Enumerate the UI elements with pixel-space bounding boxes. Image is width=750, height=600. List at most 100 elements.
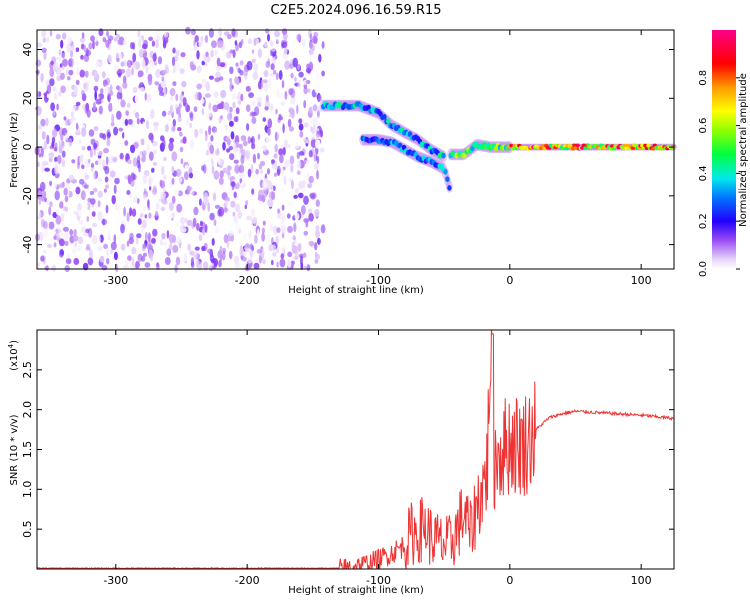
heatmap-noise-cell	[79, 155, 83, 165]
heatmap-noise-cell	[79, 37, 86, 43]
heatmap-noise-cell	[313, 163, 319, 171]
heatmap-noise-cell	[93, 142, 98, 149]
heatmap-noise-cell	[219, 76, 224, 81]
heatmap-noise-cell	[208, 75, 214, 80]
heatmap-noise-cell	[62, 58, 68, 67]
heatmap-noise-cell	[308, 240, 315, 247]
heatmap-noise-cell	[88, 249, 93, 259]
heatmap-noise-cell	[202, 261, 209, 271]
heatmap-noise-cell	[201, 108, 205, 116]
heatmap-noise-cell	[129, 207, 133, 217]
heatmap-noise-cell	[281, 28, 288, 35]
heatmap-noise-cell	[58, 183, 65, 189]
heatmap-noise-cell	[150, 109, 155, 119]
heatmap-noise-cell	[61, 32, 67, 40]
heatmap-noise-cell	[240, 135, 247, 142]
heatmap-noise-cell	[40, 72, 44, 83]
heatmap-noise-cell	[242, 69, 249, 77]
heatmap-noise-cell	[153, 262, 156, 267]
heatmap-noise-cell	[210, 50, 214, 58]
heatmap-noise-cell	[77, 236, 84, 245]
heatmap-noise-cell	[298, 71, 304, 78]
heatmap-noise-cell	[58, 90, 62, 97]
heatmap-noise-cell	[171, 177, 175, 185]
heatmap-ridge-cell	[643, 143, 648, 148]
x-tick-label: 100	[631, 574, 652, 587]
heatmap-ridge-cell	[630, 146, 635, 150]
spectrogram-heatmap	[34, 26, 678, 273]
heatmap-noise-cell	[253, 262, 260, 270]
heatmap-noise-cell	[278, 113, 282, 119]
heatmap-noise-cell	[264, 106, 269, 111]
heatmap-noise-cell	[61, 150, 66, 158]
heatmap-noise-cell	[194, 246, 200, 251]
heatmap-noise-cell	[146, 144, 150, 153]
heatmap-noise-cell	[291, 260, 294, 270]
heatmap-noise-cell	[89, 198, 96, 205]
heatmap-noise-cell	[160, 206, 166, 211]
heatmap-noise-cell	[68, 209, 74, 214]
heatmap-noise-cell	[198, 198, 202, 206]
heatmap-noise-cell	[182, 136, 187, 144]
heatmap-noise-cell	[304, 159, 310, 164]
heatmap-noise-cell	[250, 143, 256, 150]
heatmap-noise-cell	[48, 221, 55, 230]
heatmap-noise-cell	[291, 241, 295, 249]
heatmap-noise-cell	[294, 187, 299, 194]
heatmap-noise-cell	[287, 251, 293, 258]
heatmap-noise-cell	[175, 256, 181, 266]
heatmap-noise-cell	[196, 83, 203, 90]
heatmap-noise-cell	[52, 128, 58, 138]
heatmap-noise-cell	[229, 66, 234, 75]
heatmap-noise-cell	[146, 119, 149, 130]
heatmap-noise-cell	[89, 148, 93, 158]
heatmap-noise-cell	[226, 169, 231, 176]
heatmap-noise-cell	[43, 51, 47, 61]
heatmap-noise-cell	[81, 225, 84, 233]
heatmap-noise-cell	[134, 61, 141, 70]
heatmap-noise-cell	[171, 56, 176, 67]
heatmap-noise-cell	[228, 250, 233, 260]
heatmap-noise-cell	[194, 35, 199, 43]
heatmap-noise-cell	[310, 122, 314, 128]
heatmap-noise-cell	[307, 182, 312, 189]
heatmap-noise-cell	[184, 171, 189, 181]
heatmap-noise-cell	[73, 229, 77, 236]
heatmap-noise-cell	[189, 250, 194, 256]
heatmap-noise-cell	[169, 104, 174, 114]
heatmap-noise-cell	[214, 127, 218, 133]
heatmap-noise-cell	[69, 229, 74, 236]
heatmap-noise-cell	[132, 52, 137, 63]
heatmap-noise-cell	[230, 181, 236, 187]
heatmap-noise-cell	[95, 61, 102, 68]
heatmap-noise-cell	[99, 88, 104, 94]
heatmap-noise-cell	[295, 141, 300, 149]
heatmap-noise-cell	[271, 57, 276, 65]
heatmap-noise-cell	[113, 126, 119, 136]
heatmap-noise-cell	[189, 139, 195, 149]
heatmap-noise-cell	[148, 132, 154, 141]
heatmap-noise-cell	[140, 138, 145, 146]
heatmap-noise-cell	[38, 153, 42, 158]
heatmap-noise-cell	[176, 203, 183, 213]
heatmap-noise-cell	[271, 190, 276, 201]
y-tick-label: 2.0	[21, 401, 34, 419]
heatmap-noise-cell	[283, 175, 287, 186]
heatmap-noise-cell	[258, 189, 264, 199]
heatmap-noise-cell	[138, 38, 141, 49]
heatmap-noise-cell	[179, 146, 184, 153]
heatmap-noise-cell	[124, 258, 130, 266]
heatmap-noise-cell	[199, 127, 203, 134]
heatmap-noise-cell	[256, 249, 263, 254]
heatmap-noise-cell	[125, 68, 132, 78]
heatmap-noise-cell	[260, 169, 263, 175]
heatmap-noise-cell	[77, 245, 82, 252]
heatmap-noise-cell	[111, 99, 116, 110]
heatmap-noise-cell	[191, 190, 194, 196]
heatmap-noise-cell	[281, 225, 286, 234]
heatmap-noise-cell	[46, 134, 50, 145]
heatmap-noise-cell	[254, 234, 258, 244]
heatmap-noise-cell	[175, 236, 181, 244]
heatmap-noise-cell	[284, 90, 288, 100]
